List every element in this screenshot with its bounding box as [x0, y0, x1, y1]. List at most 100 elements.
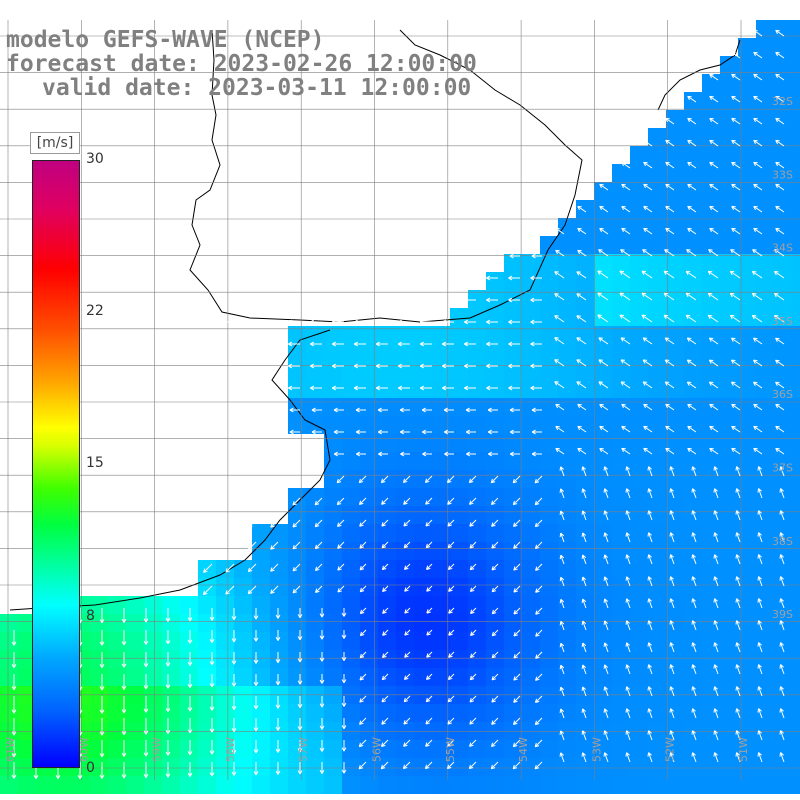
wind-arrow: [664, 249, 675, 257]
wind-arrow: [687, 425, 697, 433]
wind-arrow: [709, 73, 719, 81]
wind-arrow: [559, 664, 565, 675]
wind-arrow: [686, 359, 697, 367]
wind-arrow: [509, 451, 520, 457]
wind-arrow: [420, 385, 432, 391]
wind-arrow: [270, 563, 279, 572]
title-model: modelo GEFS-WAVE (NCEP): [6, 27, 325, 53]
wind-arrow: [625, 642, 631, 653]
wind-arrow: [231, 630, 237, 643]
wind-arrow: [253, 652, 259, 664]
wind-arrow: [752, 249, 763, 257]
wind-arrow: [757, 664, 763, 675]
wind-arrow: [709, 205, 719, 213]
wind-arrow: [535, 629, 543, 637]
colorbar-tick-0: 0: [86, 760, 95, 776]
wind-arrow: [512, 497, 521, 506]
wind-arrow: [621, 447, 631, 455]
wind-arrow: [425, 519, 433, 527]
wind-arrow: [603, 708, 609, 719]
wind-arrow: [381, 497, 389, 505]
wind-arrow: [581, 708, 587, 719]
wind-arrow: [315, 585, 323, 593]
wind-arrow: [625, 532, 631, 543]
wind-arrow: [729, 314, 741, 323]
wind-arrow: [99, 630, 105, 646]
wind-arrow: [775, 447, 785, 455]
wind-arrow: [470, 629, 477, 636]
colorbar-unit: [m/s]: [30, 132, 80, 154]
wind-arrow: [691, 598, 697, 609]
wind-arrow: [121, 608, 127, 623]
wind-arrow: [713, 664, 719, 675]
wind-arrow: [757, 730, 763, 741]
wind-arrow: [707, 292, 719, 301]
wind-arrow: [310, 341, 322, 347]
wind-arrow: [422, 451, 432, 457]
wind-arrow: [581, 730, 587, 741]
wind-arrow: [559, 488, 565, 499]
wind-arrow: [554, 337, 565, 345]
wind-arrow: [446, 475, 455, 484]
wind-arrow: [576, 271, 587, 279]
wind-arrow: [231, 718, 237, 732]
wind-arrow: [464, 297, 476, 303]
wind-arrow: [687, 161, 697, 169]
wind-arrow: [581, 554, 587, 565]
latitude-label: 36S: [772, 388, 793, 401]
wind-arrow: [359, 695, 367, 703]
wind-arrow: [779, 598, 785, 609]
wind-arrow: [599, 403, 609, 411]
wind-arrow: [314, 497, 323, 506]
wind-arrow: [625, 730, 631, 741]
wind-arrow: [559, 752, 565, 763]
wind-arrow: [382, 585, 389, 592]
wind-arrow: [709, 183, 719, 191]
wind-arrow: [559, 686, 565, 697]
wind-arrow: [757, 620, 763, 631]
longitude-labels: 61W 60W 59W 58W 57W 56W 55W 54W 53W 52W 51W: [4, 737, 750, 762]
wind-arrow: [314, 519, 323, 528]
wind-arrow: [663, 270, 675, 279]
wind-arrow: [165, 630, 171, 645]
wind-arrow: [757, 554, 763, 565]
wind-arrow: [341, 608, 347, 617]
wind-arrow: [275, 652, 281, 663]
wind-arrow: [297, 762, 303, 775]
wind-arrow: [469, 585, 477, 593]
wind-arrow: [209, 718, 215, 733]
wind-arrow: [535, 563, 543, 571]
wind-arrow: [402, 761, 411, 770]
wind-arrow: [358, 475, 367, 484]
wind-arrow: [275, 630, 281, 641]
wind-arrow: [402, 475, 411, 484]
wind-arrow: [713, 532, 719, 543]
wind-arrow: [729, 292, 741, 301]
wind-arrow: [773, 314, 785, 323]
wind-arrow: [426, 607, 433, 614]
wind-arrow: [753, 403, 763, 411]
wind-arrow: [577, 249, 587, 257]
wind-speed-field: [0, 20, 800, 794]
wind-arrow: [319, 608, 325, 618]
wind-arrow: [597, 314, 609, 323]
wind-arrow: [11, 718, 17, 736]
wind-arrow: [247, 563, 257, 573]
wind-arrow: [581, 598, 587, 609]
wind-arrow: [647, 576, 653, 587]
wind-arrow: [731, 73, 741, 81]
wind-arrow: [643, 139, 653, 147]
wind-arrow: [99, 674, 105, 691]
wind-arrow: [231, 652, 237, 665]
wind-arrow: [581, 752, 587, 763]
wind-arrow: [11, 740, 17, 758]
wind-arrow: [731, 425, 741, 433]
wind-arrow: [534, 519, 543, 528]
wind-arrow: [381, 673, 389, 681]
wind-arrow: [735, 620, 741, 631]
wind-arrow: [647, 620, 653, 631]
wind-arrow: [491, 673, 499, 681]
wind-arrow: [581, 466, 587, 477]
wind-arrow: [403, 695, 411, 703]
